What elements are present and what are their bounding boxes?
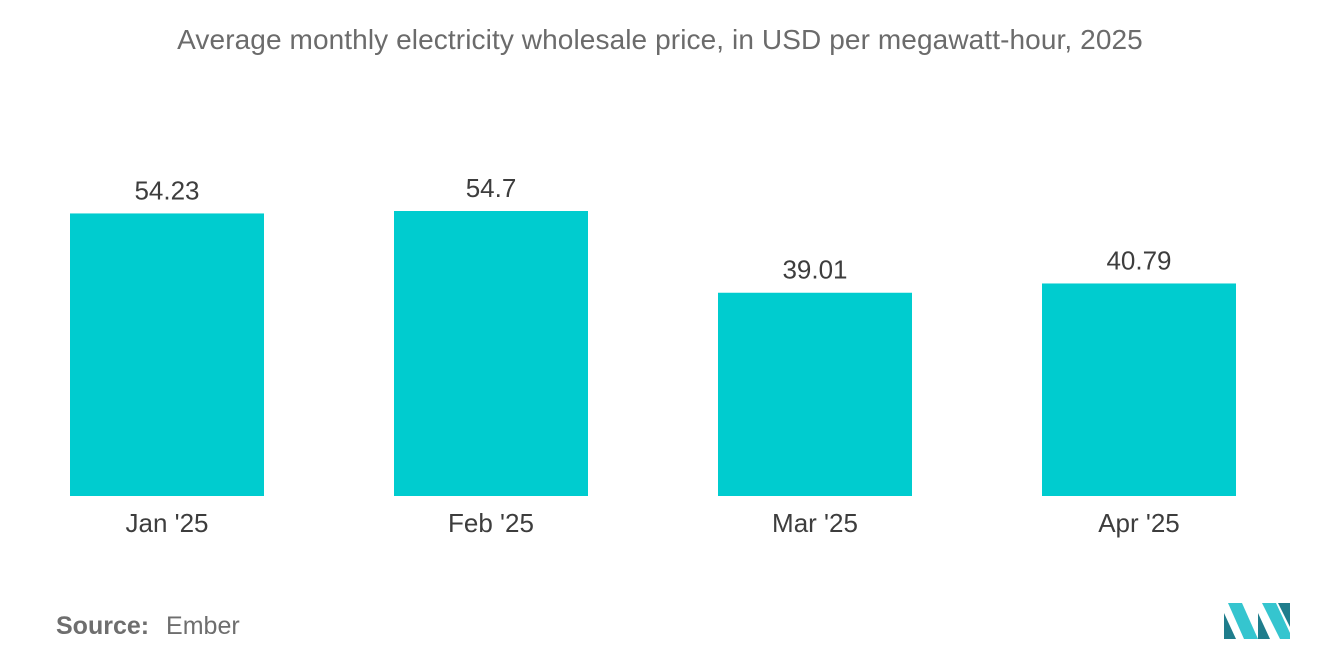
- bar-chart: 54.23 Jan '25 54.7 Feb '25 39.01 Mar '25 40.79…: [70, 173, 1236, 538]
- bar-1: [394, 211, 588, 496]
- source-value: Ember: [166, 612, 240, 640]
- bar-0: [70, 213, 264, 497]
- source-note: Source: Ember: [56, 612, 240, 641]
- bar-3: [1042, 283, 1236, 496]
- mordor-intelligence-logo-icon: [1224, 603, 1290, 639]
- source-label: Source:: [56, 612, 150, 640]
- bar-value-label-0: 54.23: [134, 175, 199, 205]
- bar-value-label-2: 39.01: [782, 255, 847, 285]
- bar-2: [718, 292, 912, 496]
- bar-value-label-1: 54.7: [466, 173, 517, 203]
- x-tick-label-2: Mar '25: [772, 508, 858, 538]
- chart-title: Average monthly electricity wholesale pr…: [177, 24, 1143, 55]
- x-tick-label-1: Feb '25: [448, 508, 534, 538]
- x-tick-label-3: Apr '25: [1098, 508, 1180, 538]
- x-tick-label-0: Jan '25: [125, 508, 208, 538]
- bar-value-label-3: 40.79: [1106, 245, 1171, 275]
